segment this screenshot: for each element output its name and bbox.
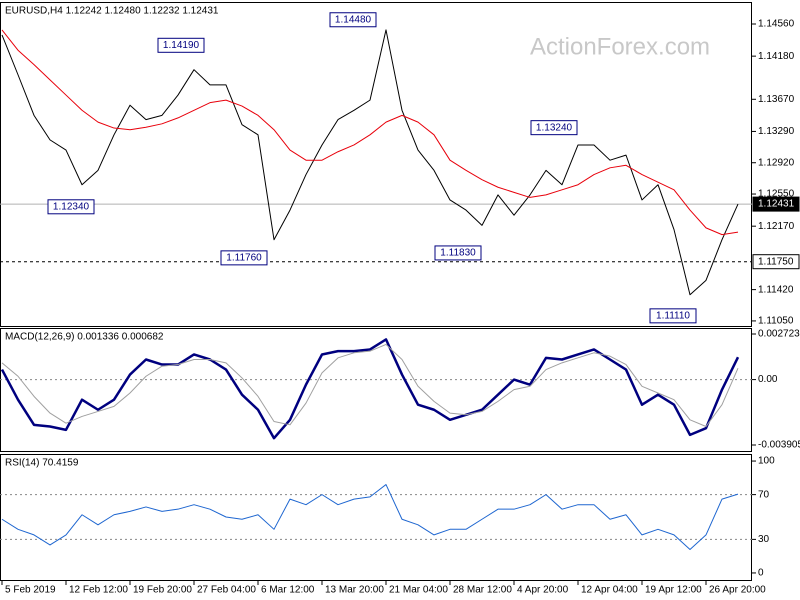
annotation-label: 1.12340 <box>53 201 90 212</box>
annotation-label: 1.11830 <box>440 248 476 259</box>
x-tick-label: 28 Mar 12:00 <box>453 585 512 596</box>
watermark: ActionForex.com <box>530 33 710 60</box>
annotation-box <box>157 37 205 53</box>
annotation-label: 1.13240 <box>536 122 573 133</box>
x-tick-label: 6 Mar 12:00 <box>261 585 315 596</box>
y-tick-label: 1.12920 <box>758 157 795 168</box>
panel-frame <box>0 2 752 327</box>
y-tick-label: 1.14180 <box>758 51 795 62</box>
annotation-box <box>47 199 95 215</box>
x-tick-label: 5 Feb 2019 <box>5 585 56 596</box>
y-tick-label: -0.003905 <box>758 440 800 451</box>
x-tick-label: 19 Apr 12:00 <box>645 585 702 596</box>
y-tick-label: 1.13290 <box>758 126 795 137</box>
y-tick-label: 1.11050 <box>758 316 794 327</box>
x-tick-label: 12 Apr 04:00 <box>581 585 638 596</box>
y-tick-label: 1.11420 <box>758 284 794 295</box>
panel-frame <box>0 328 752 452</box>
price-label-box <box>752 254 800 270</box>
price-label-box <box>752 196 800 212</box>
annotation-label: 1.11760 <box>226 253 262 264</box>
panel-title: MACD(12,26,9) 0.001336 0.000682 <box>5 332 164 343</box>
y-tick-label: 1.12550 <box>758 189 795 200</box>
panel-title: RSI(14) 70.4159 <box>5 458 79 469</box>
series-line <box>1 29 739 296</box>
annotation-label: 1.14190 <box>163 40 200 51</box>
x-tick-label: 21 Mar 04:00 <box>389 585 448 596</box>
x-tick-label: 4 Apr 20:00 <box>517 585 569 596</box>
panel-frame <box>0 454 752 581</box>
y-tick-label: 0.00 <box>758 374 778 385</box>
annotation-label: 1.11110 <box>656 310 690 321</box>
x-tick-label: 19 Feb 20:00 <box>133 585 192 596</box>
y-tick-label: 70 <box>758 489 770 500</box>
y-tick-label: 0 <box>758 568 764 579</box>
annotation-box <box>649 308 697 324</box>
x-tick-label: 26 Apr 20:00 <box>709 585 766 596</box>
x-tick-label: 12 Feb 12:00 <box>69 585 128 596</box>
annotation-box <box>530 120 578 136</box>
annotation-box <box>434 245 482 261</box>
x-tick-label: 13 Mar 20:00 <box>325 585 384 596</box>
y-tick-label: 1.12170 <box>758 221 795 232</box>
panel-title: EURUSD,H4 1.12242 1.12480 1.12232 1.1243… <box>5 6 219 17</box>
x-tick-label: 27 Feb 04:00 <box>197 585 256 596</box>
price-label: 1.11750 <box>758 256 794 267</box>
y-tick-label: 1.14560 <box>758 19 795 30</box>
annotation-label: 1.14480 <box>335 14 372 25</box>
y-tick-label: 1.13670 <box>758 94 795 105</box>
annotation-box <box>220 250 268 266</box>
price-label: 1.12431 <box>758 199 795 210</box>
series-line <box>1 29 739 236</box>
y-tick-label: 100 <box>758 456 775 467</box>
y-tick-label: 30 <box>758 534 770 545</box>
annotation-box <box>329 12 377 28</box>
series-line <box>1 484 739 550</box>
series-line <box>1 343 739 427</box>
series-line <box>0 338 740 440</box>
y-tick-label: 0.002723 <box>758 329 800 340</box>
